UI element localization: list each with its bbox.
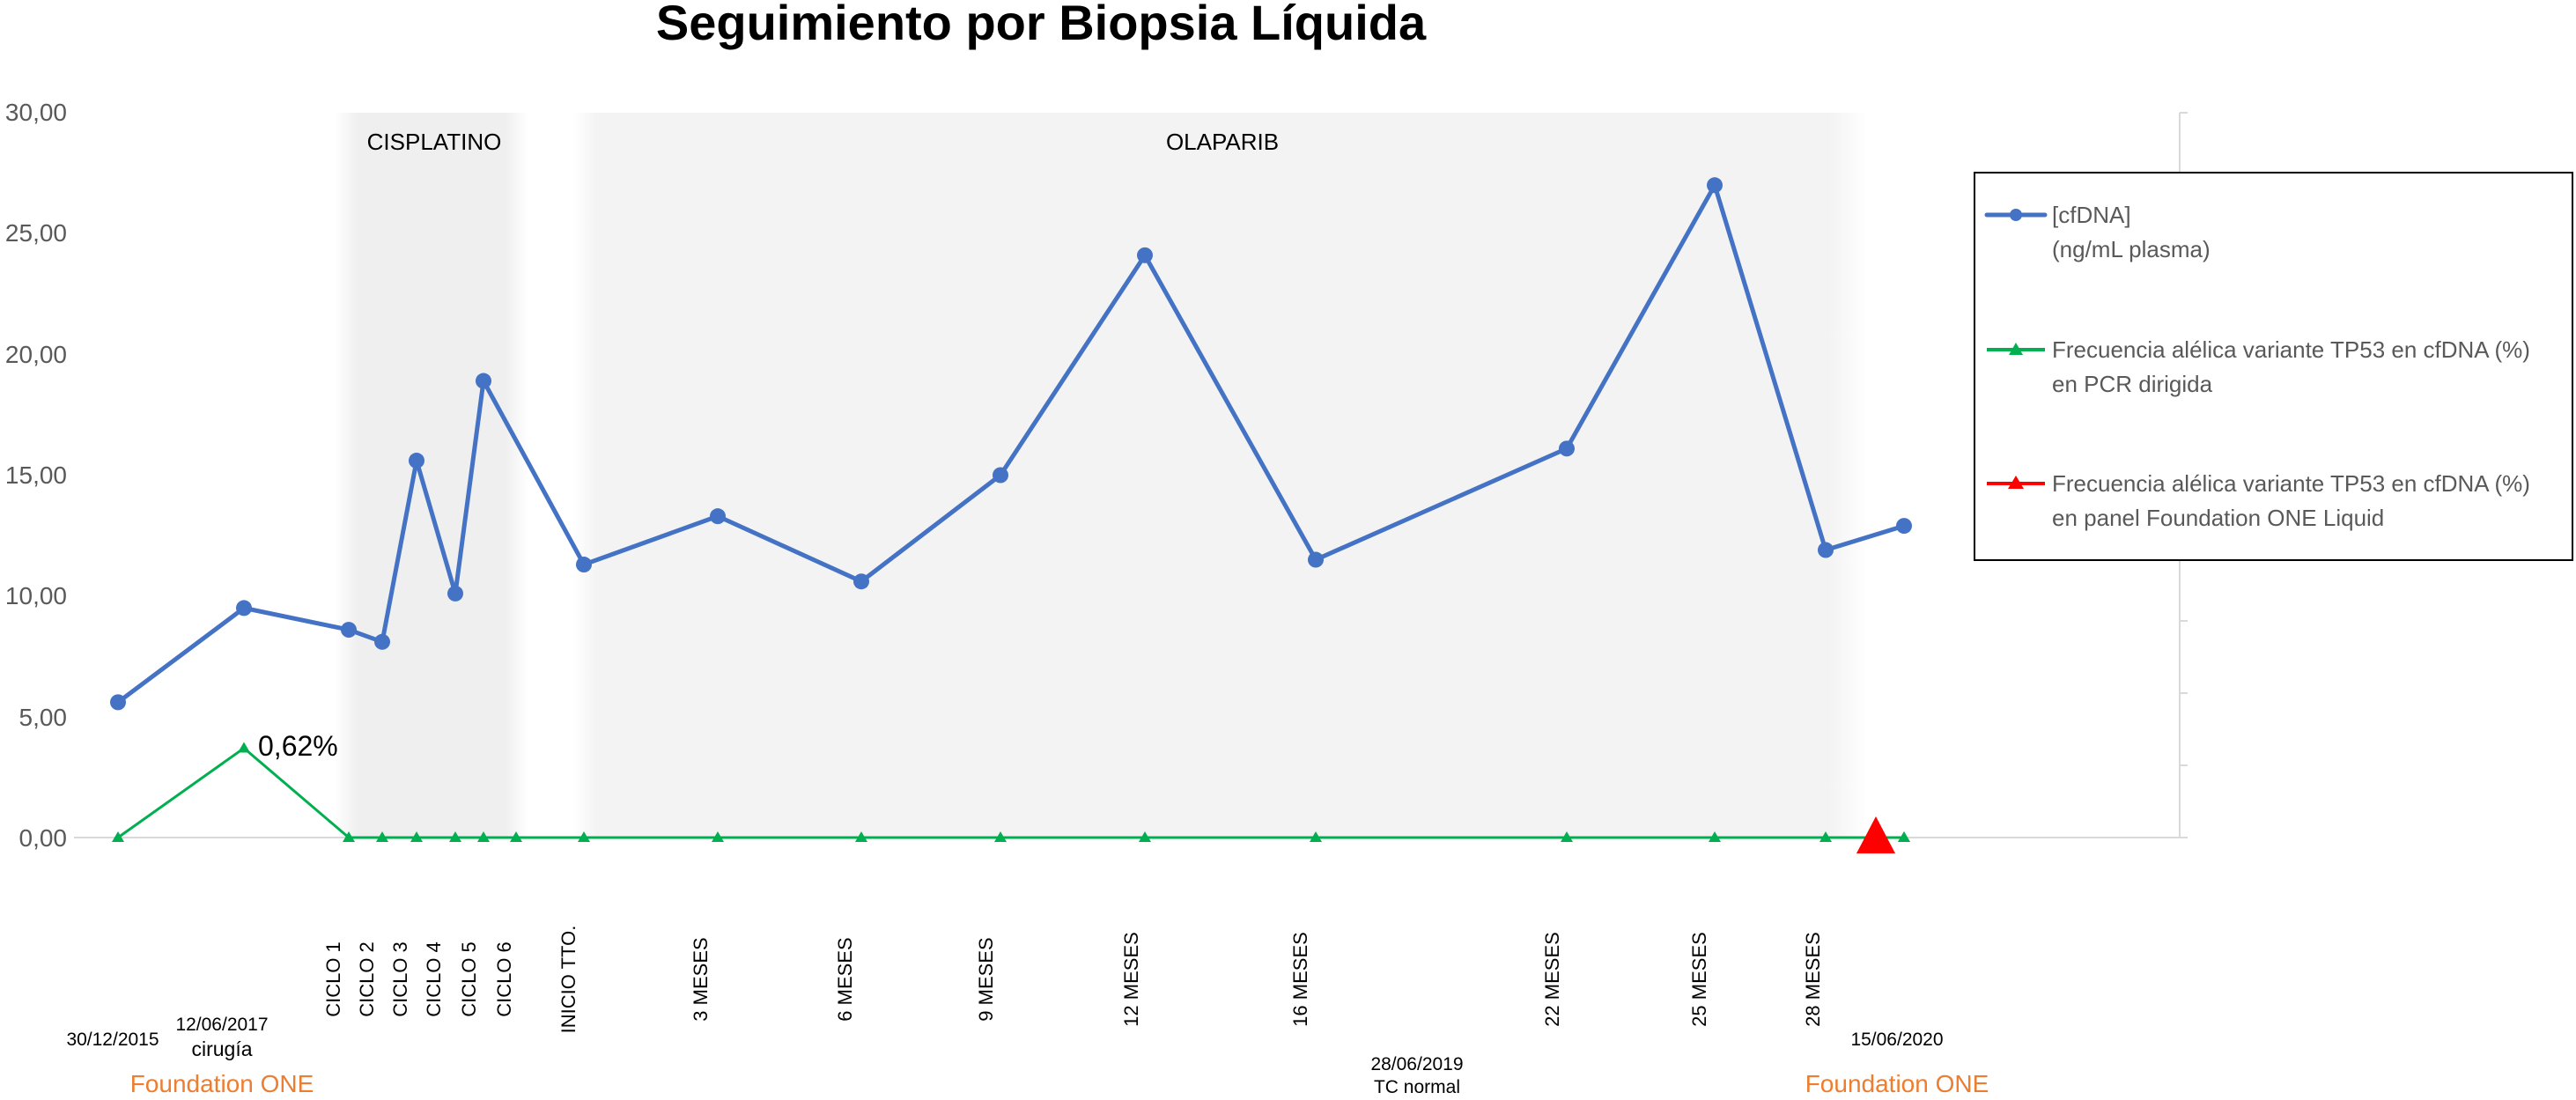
pcr-point xyxy=(238,742,250,753)
date-sublabel: cirugía xyxy=(191,1037,252,1060)
cfdna-point xyxy=(1137,247,1153,263)
date-label: 28/06/2019 xyxy=(1370,1054,1463,1074)
cfdna-point xyxy=(374,633,390,650)
y-tick-label: 20,00 xyxy=(5,341,67,368)
pcr-point xyxy=(1819,831,1832,842)
cisplatino-region xyxy=(335,113,528,837)
legend-label: [cfDNA] xyxy=(2052,202,2131,228)
legend-marker-circle xyxy=(2010,209,2022,221)
x-tick-label: 6 MESES xyxy=(834,937,856,1021)
olaparib-region xyxy=(572,113,1867,837)
cfdna-point xyxy=(236,600,252,616)
x-tick-label: 3 MESES xyxy=(690,937,712,1021)
x-tick-label: 9 MESES xyxy=(975,937,997,1021)
cfdna-point xyxy=(993,467,1008,484)
cfdna-point xyxy=(341,622,357,639)
foundation-one-label: Foundation ONE xyxy=(1805,1070,1989,1096)
x-tick-label: CICLO 3 xyxy=(389,941,411,1017)
pcr-point xyxy=(410,831,423,842)
pcr-point xyxy=(1898,831,1910,842)
legend-item-cfdna: [cfDNA] (ng/mL plasma) xyxy=(1984,202,2211,262)
pcr-point xyxy=(510,831,522,842)
cfdna-point xyxy=(710,508,726,525)
pcr-point xyxy=(1310,831,1322,842)
pcr-point xyxy=(449,831,461,842)
pcr-point xyxy=(343,831,355,842)
y-tick-label: 10,00 xyxy=(5,582,67,609)
cfdna-point xyxy=(476,373,491,389)
y-tick-label: 30,00 xyxy=(5,99,67,126)
x-tick-label: CICLO 4 xyxy=(423,941,445,1017)
legend-marker-triangle xyxy=(2008,476,2024,489)
date-label: 15/06/2020 xyxy=(1850,1030,1943,1050)
y-tick-label: 5,00 xyxy=(19,704,68,731)
cfdna-point xyxy=(1559,440,1575,457)
cfdna-point xyxy=(1896,518,1912,535)
x-tick-label: 16 MESES xyxy=(1289,932,1311,1027)
y-tick-label: 0,00 xyxy=(19,824,68,852)
x-tick-label: INICIO TTO. xyxy=(557,926,579,1034)
date-label: 12/06/2017 xyxy=(175,1015,268,1035)
legend-label: Frecuencia alélica variante TP53 en cfDN… xyxy=(2052,470,2530,497)
legend-item-foundation: Frecuencia alélica variante TP53 en cfDN… xyxy=(1987,470,2530,531)
y-tick-label: 15,00 xyxy=(5,461,67,489)
allele-frequency-annotation: 0,62% xyxy=(258,730,338,762)
date-label: 30/12/2015 xyxy=(66,1030,159,1050)
x-axis-labels: CICLO 1 CICLO 2 CICLO 3 CICLO 4 CICLO 5 CICLO… xyxy=(322,926,1824,1034)
legend-label: en panel Foundation ONE Liquid xyxy=(2052,505,2384,531)
pcr-point xyxy=(477,831,490,842)
pcr-point xyxy=(994,831,1007,842)
x-tick-label: CICLO 2 xyxy=(356,941,378,1017)
cfdna-point xyxy=(1308,551,1324,568)
cfdna-point xyxy=(1818,542,1834,558)
x-tick-label: 28 MESES xyxy=(1802,932,1824,1027)
chart-title: Seguimiento por Biopsia Líquida xyxy=(656,0,1427,50)
legend-item-pcr: Frecuencia alélica variante TP53 en cfDN… xyxy=(1987,336,2530,397)
date-sublabel: TC normal xyxy=(1374,1077,1460,1096)
foundation-one-label: Foundation ONE xyxy=(130,1070,314,1096)
x-tick-label: 12 MESES xyxy=(1120,932,1142,1027)
x-tick-label: 25 MESES xyxy=(1688,932,1710,1027)
cfdna-point xyxy=(853,573,869,590)
legend-label: (ng/mL plasma) xyxy=(2052,236,2211,262)
legend-label: en PCR dirigida xyxy=(2052,371,2213,397)
x-tick-label: CICLO 6 xyxy=(493,941,515,1017)
region-label-olaparib: OLAPARIB xyxy=(1166,129,1279,155)
pcr-point xyxy=(1561,831,1573,842)
cfdna-point xyxy=(576,557,592,573)
series-line-pcr xyxy=(117,746,1904,839)
pcr-point xyxy=(112,831,124,842)
pcr-point xyxy=(712,831,724,842)
series-markers xyxy=(110,177,1912,853)
cfdna-point xyxy=(409,453,424,469)
pcr-point xyxy=(578,831,590,842)
legend-label: Frecuencia alélica variante TP53 en cfDN… xyxy=(2052,336,2530,363)
legend-marker-triangle xyxy=(2009,343,2023,355)
cfdna-point xyxy=(1707,177,1723,194)
x-tick-label: CICLO 5 xyxy=(458,941,480,1017)
pcr-point xyxy=(1139,831,1151,842)
legend-box xyxy=(1974,172,2573,561)
y-tick-label: 25,00 xyxy=(5,219,67,247)
x-tick-label: 22 MESES xyxy=(1541,932,1563,1027)
pcr-point xyxy=(376,831,388,842)
region-label-cisplatino: CISPLATINO xyxy=(367,129,502,155)
cfdna-point xyxy=(447,585,463,602)
right-axis-ticks xyxy=(2180,112,2188,766)
cfdna-point xyxy=(110,694,126,711)
pcr-point xyxy=(1709,831,1721,842)
x-tick-label: CICLO 1 xyxy=(322,941,344,1017)
legend: [cfDNA] (ng/mL plasma) Frecuencia alélic… xyxy=(1974,172,2573,561)
foundation-point xyxy=(1856,816,1895,853)
pcr-point xyxy=(855,831,867,842)
y-axis: 30,00 25,00 20,00 15,00 10,00 5,00 0,00 xyxy=(5,99,67,852)
